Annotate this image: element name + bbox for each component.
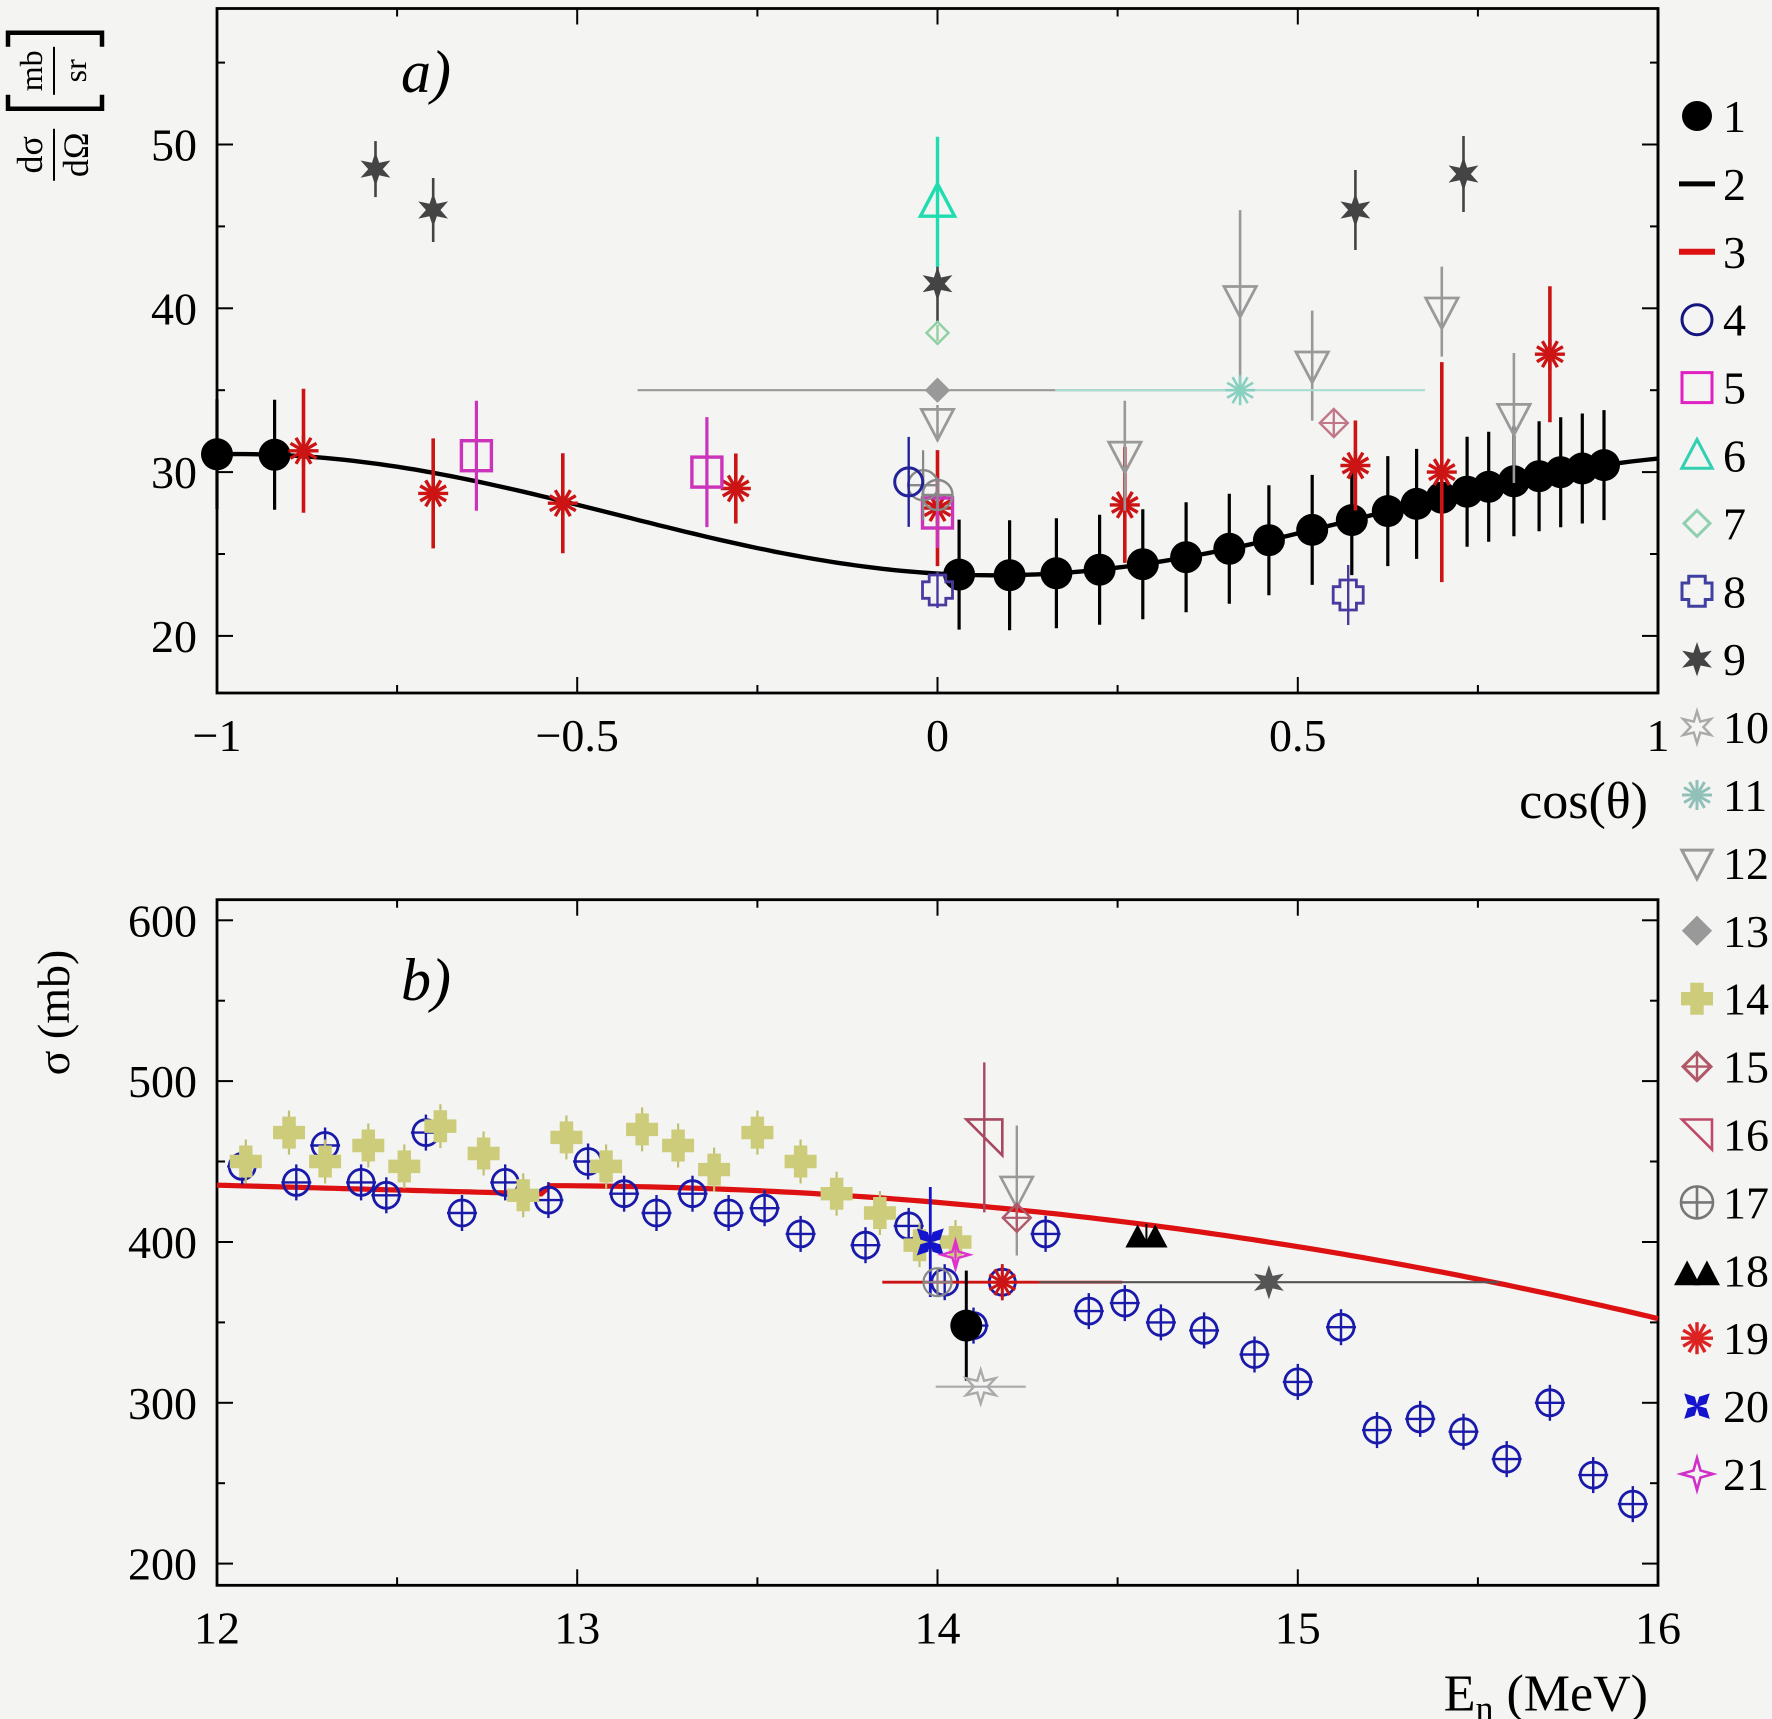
svg-text:3: 3	[1723, 227, 1746, 278]
svg-text:cos(θ): cos(θ)	[1519, 773, 1648, 830]
svg-text:9: 9	[1723, 634, 1746, 685]
svg-text:0.5: 0.5	[1269, 710, 1327, 761]
svg-text:600: 600	[128, 895, 197, 946]
svg-text:20: 20	[151, 611, 197, 662]
svg-text:16: 16	[1635, 1602, 1681, 1653]
svg-text:1: 1	[1723, 91, 1746, 142]
svg-text:18: 18	[1723, 1245, 1769, 1296]
svg-text:16: 16	[1723, 1110, 1769, 1161]
svg-text:6: 6	[1723, 431, 1746, 482]
svg-text:20: 20	[1723, 1381, 1769, 1432]
svg-text:−1: −1	[193, 710, 242, 761]
svg-text:21: 21	[1723, 1449, 1769, 1500]
svg-text:mb: mb	[13, 50, 49, 91]
svg-text:15: 15	[1275, 1602, 1321, 1653]
svg-text:a): a)	[401, 39, 451, 105]
svg-text:500: 500	[128, 1056, 197, 1107]
svg-text:14: 14	[915, 1602, 961, 1653]
svg-text:0: 0	[926, 710, 949, 761]
svg-text:19: 19	[1723, 1313, 1769, 1364]
svg-text:300: 300	[128, 1378, 197, 1429]
svg-text:σ (mb): σ (mb)	[28, 950, 79, 1076]
svg-text:7: 7	[1723, 498, 1746, 549]
svg-text:10: 10	[1723, 702, 1769, 753]
svg-text:13: 13	[554, 1602, 600, 1653]
svg-text:200: 200	[128, 1539, 197, 1590]
svg-text:5: 5	[1723, 363, 1746, 414]
svg-text:15: 15	[1723, 1042, 1769, 1093]
svg-text:b): b)	[401, 947, 451, 1013]
svg-text:50: 50	[151, 120, 197, 171]
svg-text:4: 4	[1723, 295, 1746, 346]
svg-text:12: 12	[194, 1602, 240, 1653]
svg-text:−0.5: −0.5	[535, 710, 618, 761]
svg-text:11: 11	[1723, 770, 1767, 821]
svg-text:30: 30	[151, 447, 197, 498]
svg-text:sr: sr	[57, 59, 93, 82]
svg-text:2: 2	[1723, 159, 1746, 210]
svg-text:dσ: dσ	[10, 136, 50, 173]
svg-text:En (MeV): En (MeV)	[1444, 1665, 1648, 1719]
svg-text:14: 14	[1723, 974, 1769, 1025]
svg-text:13: 13	[1723, 906, 1769, 957]
svg-text:17: 17	[1723, 1177, 1769, 1228]
svg-text:1: 1	[1647, 710, 1670, 761]
svg-text:8: 8	[1723, 566, 1746, 617]
svg-text:400: 400	[128, 1217, 197, 1268]
svg-text:dΩ: dΩ	[56, 132, 96, 177]
svg-text:12: 12	[1723, 838, 1769, 889]
svg-text:40: 40	[151, 283, 197, 334]
